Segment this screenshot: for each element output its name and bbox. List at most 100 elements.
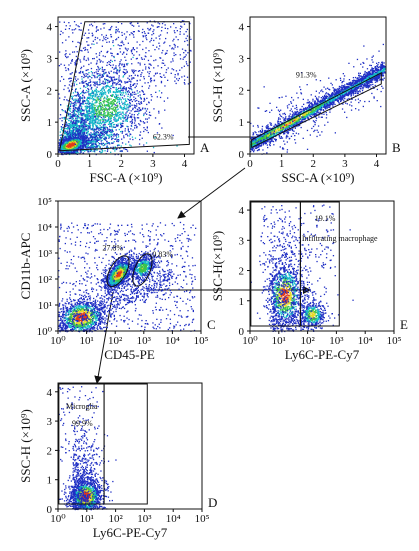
data-point	[79, 150, 81, 152]
data-point	[63, 144, 65, 147]
data-point	[356, 86, 358, 89]
data-point	[145, 110, 148, 112]
data-point	[94, 136, 96, 139]
data-point	[117, 123, 119, 125]
data-point	[78, 129, 80, 131]
data-point	[96, 29, 98, 31]
data-point	[81, 78, 83, 80]
data-point	[89, 137, 91, 139]
data-point	[102, 124, 104, 126]
data-point	[78, 106, 80, 108]
data-point	[105, 108, 108, 110]
data-point	[122, 102, 124, 104]
data-point	[142, 36, 144, 38]
data-point	[158, 42, 160, 44]
data-point	[91, 135, 93, 137]
data-point	[87, 124, 90, 127]
data-point	[91, 25, 94, 27]
data-point	[104, 78, 106, 80]
data-point	[136, 117, 139, 119]
data-point	[177, 72, 179, 75]
data-point	[95, 83, 97, 85]
data-point	[165, 71, 167, 74]
data-point	[189, 81, 192, 84]
data-point	[75, 151, 77, 153]
data-point	[64, 130, 67, 132]
data-point	[102, 129, 104, 131]
data-point	[181, 76, 183, 78]
data-point	[85, 136, 87, 138]
data-point	[137, 109, 139, 111]
data-point	[90, 107, 92, 110]
data-point	[121, 40, 123, 42]
data-point	[100, 129, 102, 131]
data-point	[115, 135, 117, 137]
data-point	[76, 133, 78, 136]
data-point	[92, 119, 94, 121]
data-point	[117, 44, 119, 46]
data-point	[82, 138, 85, 141]
data-point	[104, 150, 106, 152]
data-point	[104, 126, 106, 128]
data-point	[86, 149, 88, 151]
data-point	[69, 134, 71, 136]
data-point	[59, 117, 61, 120]
data-point	[101, 122, 104, 124]
data-point	[60, 63, 62, 65]
data-point	[107, 98, 109, 100]
data-point	[105, 132, 107, 134]
data-point	[124, 73, 126, 76]
data-point	[186, 76, 189, 78]
data-point	[120, 59, 122, 61]
data-point	[130, 75, 133, 77]
data-point	[155, 91, 157, 93]
data-point	[97, 73, 99, 75]
data-point	[91, 115, 93, 118]
data-point	[109, 111, 112, 113]
data-point	[113, 56, 115, 59]
data-point	[68, 133, 71, 135]
data-point	[122, 106, 125, 109]
data-point	[70, 103, 72, 106]
data-point	[98, 133, 100, 135]
data-point	[101, 143, 103, 145]
data-point	[166, 32, 168, 34]
data-point	[62, 144, 65, 146]
data-point	[62, 138, 65, 141]
data-point	[106, 141, 108, 143]
data-point	[92, 122, 94, 124]
data-point	[81, 131, 83, 134]
data-point	[100, 140, 102, 142]
data-point	[106, 147, 108, 149]
data-point	[107, 75, 109, 77]
data-point	[94, 132, 96, 134]
data-point	[112, 40, 114, 42]
data-point	[113, 68, 115, 70]
data-point	[58, 151, 60, 153]
data-point	[109, 61, 111, 64]
data-point	[74, 108, 76, 110]
data-point	[98, 98, 100, 100]
data-point	[101, 75, 103, 77]
data-point	[97, 67, 100, 69]
data-point	[108, 76, 110, 78]
data-point	[61, 152, 63, 154]
data-point	[81, 132, 84, 134]
data-point	[113, 133, 115, 136]
data-point	[122, 90, 124, 92]
data-point	[106, 80, 109, 82]
data-point	[100, 76, 103, 78]
data-point	[79, 146, 82, 148]
data-point	[79, 139, 81, 141]
data-point	[141, 72, 143, 74]
data-point	[81, 91, 84, 93]
data-point	[102, 134, 104, 136]
data-point	[167, 67, 169, 69]
data-point	[325, 93, 327, 95]
data-point	[107, 108, 109, 111]
data-point	[105, 93, 107, 95]
data-point	[86, 144, 89, 146]
data-point	[64, 135, 66, 138]
data-point	[106, 64, 108, 66]
data-point	[371, 81, 373, 83]
